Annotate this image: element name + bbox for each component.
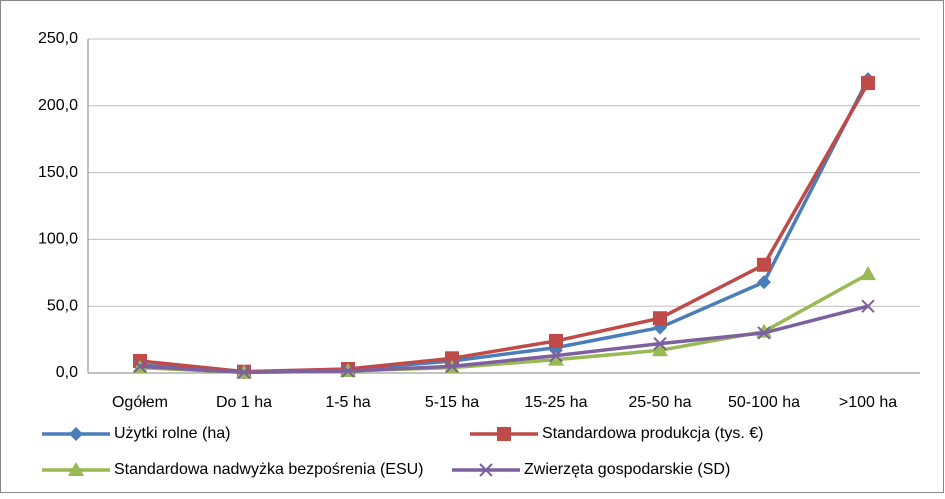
marker bbox=[861, 299, 875, 313]
x-tick-label: 1-5 ha bbox=[325, 394, 370, 411]
marker bbox=[549, 348, 563, 363]
marker bbox=[757, 326, 771, 340]
marker bbox=[445, 359, 459, 374]
marker bbox=[69, 427, 83, 441]
x-tick-label: >100 ha bbox=[839, 394, 897, 411]
x-tick-label: 25-50 ha bbox=[628, 394, 691, 411]
marker bbox=[497, 427, 511, 441]
marker bbox=[757, 257, 771, 272]
marker bbox=[237, 365, 251, 380]
y-tick-label: 50,0 bbox=[47, 297, 78, 314]
marker bbox=[341, 364, 355, 378]
marker bbox=[757, 275, 771, 290]
legend-label: Standardowa produkcja (tys. €) bbox=[542, 425, 763, 442]
x-tick-label: 15-25 ha bbox=[524, 394, 587, 411]
y-tick-label: 150,0 bbox=[38, 164, 78, 181]
x-tick-label: Do 1 ha bbox=[216, 394, 272, 411]
marker bbox=[653, 336, 667, 351]
marker bbox=[860, 266, 876, 281]
marker bbox=[479, 463, 493, 477]
marker bbox=[68, 462, 84, 476]
marker bbox=[653, 311, 667, 326]
x-tick-label: 50-100 ha bbox=[728, 394, 800, 411]
y-tick-label: 200,0 bbox=[38, 97, 78, 114]
marker bbox=[133, 359, 147, 374]
marker bbox=[549, 333, 563, 348]
y-tick-label: 250,0 bbox=[38, 30, 78, 47]
marker bbox=[652, 342, 668, 357]
x-tick-label: 5-15 ha bbox=[425, 394, 479, 411]
series-line bbox=[139, 304, 869, 375]
legend-label: Zwierzęta gospodarskie (SD) bbox=[524, 461, 730, 478]
legend-label: Standardowa nadwyżka bezpośrenia (ESU) bbox=[114, 461, 424, 478]
marker bbox=[548, 351, 564, 366]
x-tick-label: Ogółem bbox=[112, 394, 168, 411]
y-tick-label: 100,0 bbox=[38, 231, 78, 248]
marker bbox=[861, 76, 875, 91]
y-tick-label: 0,0 bbox=[56, 364, 78, 381]
legend-label: Użytki rolne (ha) bbox=[114, 425, 230, 442]
